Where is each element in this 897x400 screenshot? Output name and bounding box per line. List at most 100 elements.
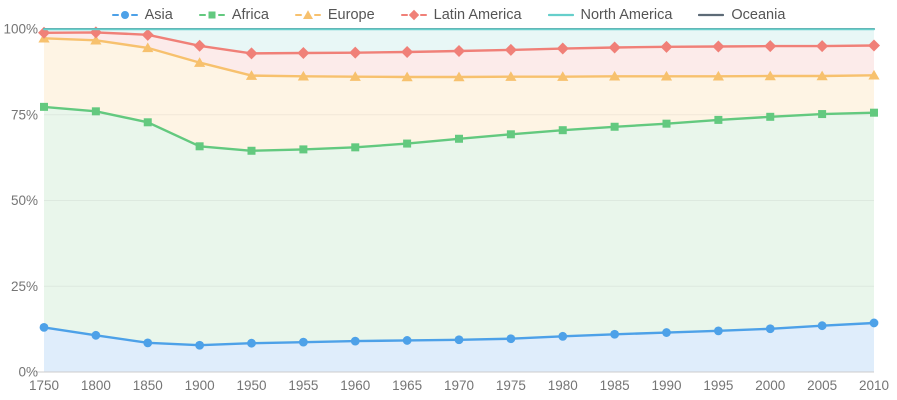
asia-marker [610, 329, 620, 339]
europe-marker [453, 71, 465, 82]
africa-marker [403, 139, 412, 148]
x-tick-label: 1750 [29, 378, 59, 393]
x-tick-label: 2010 [859, 378, 889, 393]
x-tick-label: 2000 [755, 378, 785, 393]
latin-america-marker [349, 46, 362, 59]
africa-marker [91, 107, 100, 116]
asia-marker [91, 330, 101, 340]
legend-label-north-america: North America [580, 6, 673, 23]
latin-america-marker [556, 42, 569, 55]
europe-marker [660, 70, 673, 81]
asia-marker [713, 326, 723, 336]
legend-item-north-america[interactable]: North America [547, 6, 673, 23]
asia-marker [454, 335, 464, 345]
chart-legend: Asia Africa Europe Latin America North Ameri… [0, 2, 897, 28]
y-tick-label: 25% [11, 279, 38, 294]
x-tick-label: 1995 [703, 378, 733, 393]
x-tick-label: 1900 [185, 378, 215, 393]
latin-america-marker [660, 40, 673, 53]
legend-label-asia: Asia [144, 6, 173, 23]
africa-area [44, 106, 874, 346]
x-tick-label: 1975 [496, 378, 526, 393]
x-tick-label: 1950 [236, 378, 266, 393]
asia-marker [298, 337, 308, 347]
latin-america-marker [504, 43, 517, 56]
africa-marker [299, 145, 308, 154]
latin-america-marker [297, 47, 310, 60]
europe-marker [868, 69, 880, 80]
latin-america-marker [245, 47, 258, 60]
asia-marker [765, 324, 775, 334]
asia-marker [558, 331, 568, 341]
europe-marker [194, 57, 206, 67]
asia-marker [869, 318, 879, 328]
africa-marker [40, 102, 48, 111]
europe-marker [401, 71, 413, 82]
asia-marker [402, 336, 412, 345]
africa-marker [455, 134, 463, 143]
asia-marker [195, 340, 205, 350]
latin-america-marker [141, 28, 154, 41]
x-tick-label: 1955 [288, 378, 318, 393]
latin-america-marker [868, 39, 880, 52]
asia-marker [350, 336, 360, 346]
africa-marker [351, 143, 360, 152]
asia-marker [662, 328, 671, 337]
legend-label-africa: Africa [231, 6, 269, 23]
x-tick-label: 1990 [651, 378, 681, 393]
legend-label-europe: Europe [327, 6, 375, 23]
asia-legend-marker-icon [111, 11, 138, 19]
asia-marker [247, 338, 256, 348]
y-tick-label: 0% [18, 365, 38, 380]
latin-america-marker [453, 44, 465, 57]
europe-marker [764, 70, 776, 81]
x-tick-label: 2005 [807, 378, 837, 393]
africa-marker [766, 112, 775, 121]
africa-marker [610, 122, 619, 131]
europe-marker [297, 70, 309, 81]
legend-label-oceania: Oceania [731, 6, 786, 23]
europe-marker [142, 42, 154, 53]
africa-marker [714, 115, 723, 124]
latin-america-marker [193, 39, 206, 52]
africa-marker [870, 108, 878, 117]
africa-marker [247, 146, 256, 155]
europe-marker [90, 34, 102, 45]
europe-marker [609, 70, 621, 81]
latin-america-marker [608, 41, 621, 54]
africa-marker [195, 142, 204, 151]
north-america-legend-marker-icon [547, 13, 574, 17]
legend-item-europe[interactable]: Europe [294, 6, 375, 23]
y-tick-label: 75% [11, 107, 38, 122]
latin-america-legend-marker-icon [400, 9, 427, 21]
europe-legend-marker-icon [294, 10, 321, 19]
africa-legend-marker-icon [198, 11, 225, 19]
y-tick-label: 50% [11, 193, 38, 208]
x-tick-label: 1965 [392, 378, 422, 393]
x-tick-label: 1800 [81, 378, 111, 393]
legend-label-latin-america: Latin America [433, 6, 522, 23]
legend-item-africa[interactable]: Africa [198, 6, 269, 23]
legend-item-latin-america[interactable]: Latin America [400, 6, 522, 23]
africa-marker [818, 110, 827, 119]
legend-item-oceania[interactable]: Oceania [698, 8, 785, 23]
asia-marker [143, 338, 153, 348]
europe-marker [712, 70, 724, 81]
y-tick-label: 100% [3, 22, 38, 37]
europe-marker [349, 71, 361, 81]
asia-marker [39, 323, 49, 332]
europe-marker [557, 71, 569, 81]
legend-item-asia[interactable]: Asia [111, 6, 173, 23]
asia-marker [817, 321, 827, 331]
latin-america-marker [712, 40, 725, 53]
europe-marker [245, 70, 258, 80]
x-tick-label: 1985 [600, 378, 630, 393]
x-tick-label: 1960 [340, 378, 370, 393]
x-tick-label: 1850 [133, 378, 163, 393]
africa-marker [506, 130, 515, 139]
africa-marker [662, 119, 671, 128]
africa-marker [143, 118, 152, 127]
x-tick-label: 1970 [444, 378, 474, 393]
